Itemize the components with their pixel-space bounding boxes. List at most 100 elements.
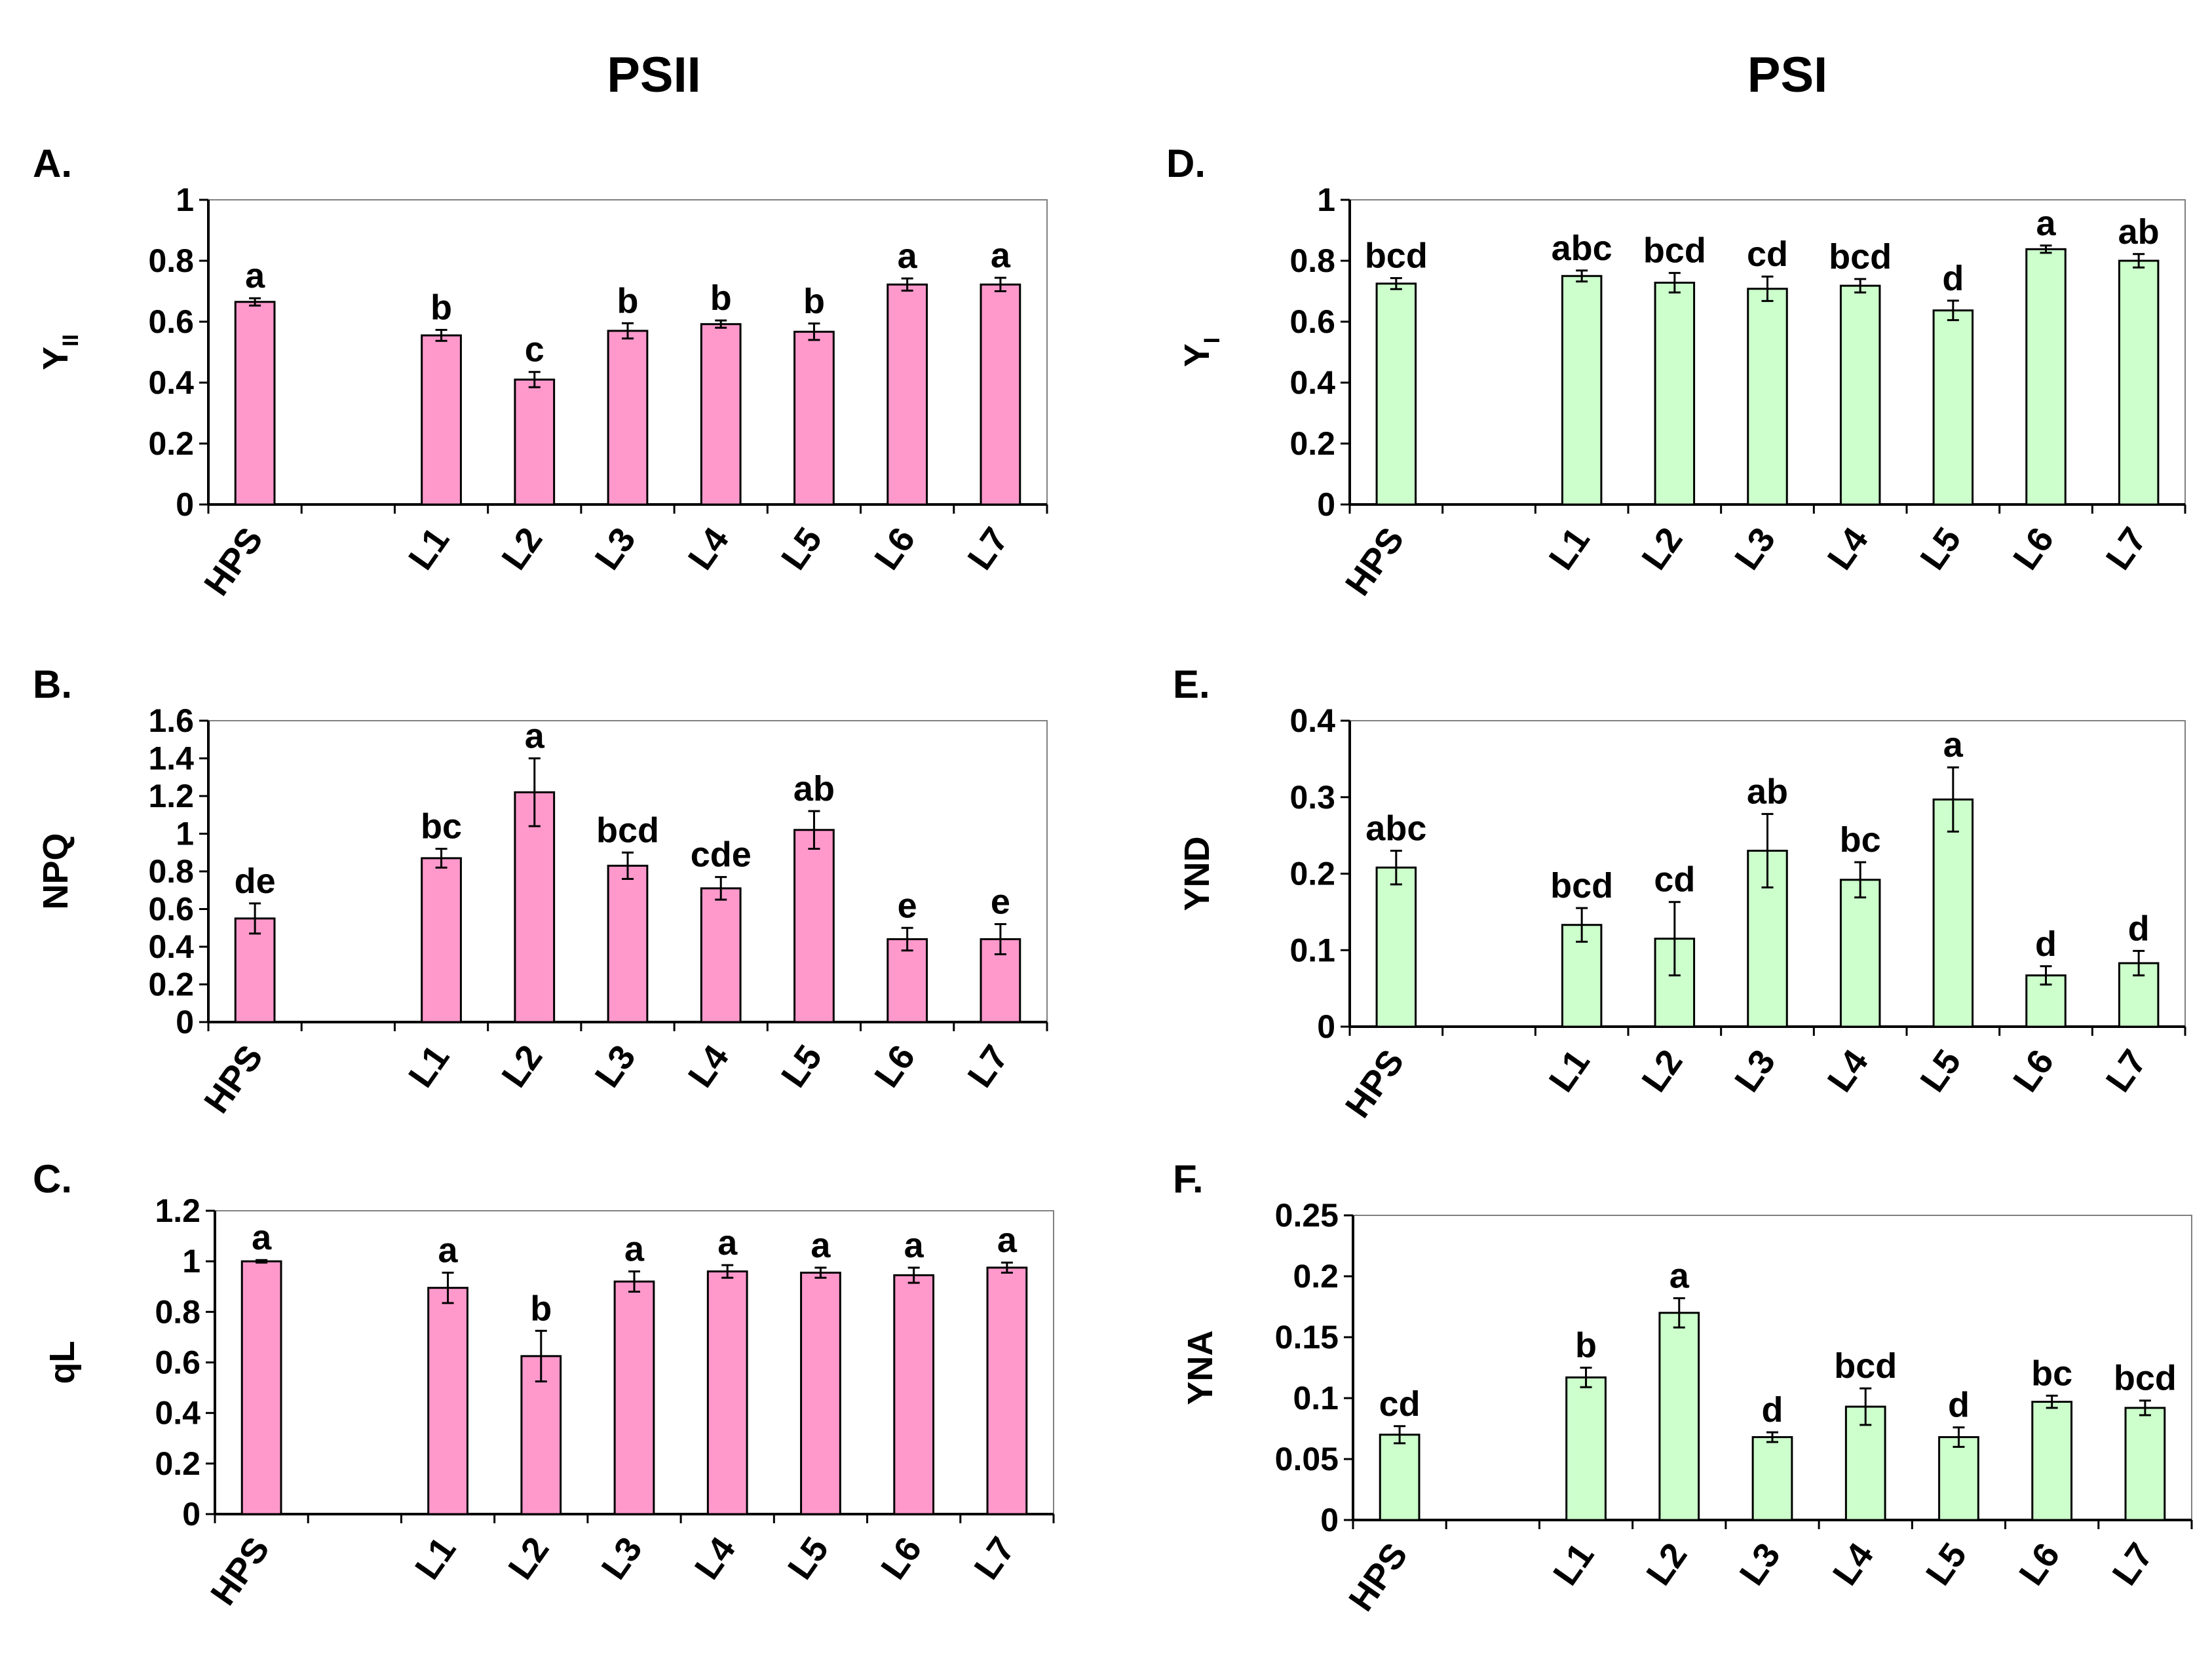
chart-a: A. 0 0.2 0.4 0.6 0.8 1 YII a HPS b L1 c L2 b L3 b L4 b L5 a L…	[33, 142, 1048, 603]
x-tick-label: L1	[1546, 1536, 1601, 1592]
y-tick-label: 0.2	[1289, 856, 1335, 892]
significance-letter: bc	[2031, 1354, 2072, 1393]
x-tick-label: L4	[681, 1038, 736, 1094]
chart-e: E. 0 0.1 0.2 0.3 0.4 YND abc HPS bcd L1 cd L2 ab L3 bc L…	[1173, 662, 2186, 1125]
bar-l1	[1565, 1376, 1607, 1521]
chart-c: C. 0 0.2 0.4 0.6 0.8 1 1.2 qL a HPS a L1 b L2 a L3 a L4 a L5…	[33, 1157, 1055, 1612]
y-axis-label: YNA	[1181, 1330, 1220, 1405]
bar-l3	[613, 1280, 655, 1515]
y-tick-label: 0.2	[148, 425, 194, 462]
x-tick-label: L5	[774, 520, 830, 577]
bar-hps	[1375, 866, 1417, 1028]
bar-l3	[607, 330, 649, 506]
bar-l4	[1839, 879, 1881, 1028]
y-axis-label: YI	[1177, 337, 1225, 367]
chart-f: F. 0 0.05 0.1 0.15 0.2 0.25 YNA cd HPS b L1 a L2 d L3 bc…	[1173, 1157, 2193, 1618]
y-tick-label: 0.2	[1293, 1258, 1339, 1295]
y-tick-label: 1.2	[155, 1192, 200, 1229]
column-header-psii: PSII	[607, 47, 701, 103]
significance-letter: cd	[1379, 1384, 1421, 1424]
x-tick-label: L5	[1913, 1042, 1968, 1099]
significance-letter: cde	[691, 835, 752, 875]
bar-l1	[427, 1287, 468, 1515]
significance-letter: ab	[1747, 772, 1788, 811]
y-axis-label-subscript: II	[58, 334, 83, 347]
significance-letter: cd	[1747, 235, 1788, 274]
panel-label: F.	[1173, 1157, 1204, 1201]
x-tick-label: HPS	[203, 1530, 277, 1612]
significance-letter: abc	[1365, 808, 1426, 848]
bar-l6	[887, 938, 928, 1023]
significance-letter: de	[235, 862, 276, 901]
significance-letter: b	[430, 288, 452, 328]
bar-l7	[980, 283, 1021, 506]
bar-l2	[1658, 1312, 1700, 1521]
x-tick-label: L4	[1825, 1536, 1881, 1592]
significance-letter: b	[530, 1289, 552, 1328]
x-tick-label: L5	[780, 1530, 836, 1586]
bar-l7	[986, 1266, 1028, 1515]
y-tick-label: 0.4	[155, 1395, 200, 1432]
chart-b: B. 00.20.40.60.811.21.41.6 NPQ de HPS bc L1 a L2…	[33, 662, 1048, 1120]
x-tick-label: L4	[687, 1530, 743, 1586]
panel-label: A.	[33, 142, 72, 185]
y-tick-label: 0.6	[148, 891, 194, 928]
y-tick-label: 0	[176, 486, 194, 523]
bar-l5	[1932, 798, 1974, 1028]
y-tick-label: 1.2	[148, 778, 194, 814]
bar-l6	[2025, 248, 2067, 506]
bar-l7	[2124, 1407, 2166, 1521]
x-tick-label: L6	[2006, 520, 2061, 577]
y-tick-label: 1	[1317, 181, 1335, 218]
significance-letter: a	[717, 1223, 738, 1263]
x-tick-label: L5	[1918, 1536, 1974, 1592]
y-tick-label: 0	[1317, 1008, 1335, 1045]
chart-grid: A.00.20.40.60.81YIIaHPSbL1cL2bL3bL4bL5aL…	[33, 142, 2193, 1618]
significance-letter: a	[2036, 204, 2056, 243]
panel-label: B.	[33, 662, 72, 706]
bar-l5	[800, 1272, 841, 1515]
y-axis-label-main: NPQ	[36, 833, 75, 909]
x-tick-label: L5	[774, 1038, 830, 1094]
significance-letter: a	[991, 236, 1011, 275]
significance-letter: e	[898, 886, 917, 925]
x-tick-label: L6	[867, 520, 923, 577]
x-tick-label: L7	[960, 1038, 1016, 1094]
x-tick-label: L4	[1820, 520, 1876, 577]
significance-letter: a	[997, 1221, 1018, 1260]
y-axis-label-main: YNA	[1181, 1330, 1220, 1405]
significance-letter: d	[2035, 924, 2057, 964]
y-tick-label: 0.8	[155, 1293, 200, 1330]
y-tick-label: 1.4	[148, 740, 194, 777]
y-tick-label: 0.6	[1289, 303, 1335, 340]
x-tick-label: L6	[2012, 1536, 2067, 1592]
x-tick-label: L2	[494, 520, 550, 577]
bar-l6	[893, 1274, 935, 1515]
x-tick-label: L1	[401, 520, 457, 577]
bar-l4	[706, 1270, 748, 1515]
x-tick-label: HPS	[1341, 1536, 1415, 1618]
significance-letter: a	[810, 1226, 831, 1265]
y-tick-label: 0.15	[1275, 1319, 1339, 1356]
x-tick-label: L3	[588, 1038, 643, 1094]
x-tick-label: L3	[594, 1530, 650, 1586]
x-tick-label: L2	[494, 1038, 550, 1094]
significance-letter: a	[1669, 1256, 1690, 1295]
bar-l5	[1938, 1436, 1979, 1521]
panel-label: D.	[1166, 142, 1206, 185]
x-tick-label: L2	[1639, 1536, 1694, 1592]
bar-l1	[421, 857, 462, 1023]
y-tick-label: 0.05	[1275, 1441, 1339, 1477]
bar-l1	[421, 334, 462, 506]
y-tick-label: 0.6	[155, 1344, 200, 1381]
x-tick-label: HPS	[197, 1038, 271, 1120]
significance-letter: e	[991, 883, 1010, 922]
y-tick-label: 1.6	[148, 702, 194, 739]
y-axis-label: YII	[36, 334, 83, 370]
significance-letter: bcd	[1365, 237, 1428, 276]
significance-letter: c	[525, 330, 544, 370]
bar-l2	[514, 378, 556, 506]
x-tick-label: L6	[2006, 1042, 2061, 1099]
bar-l5	[1932, 309, 1974, 506]
